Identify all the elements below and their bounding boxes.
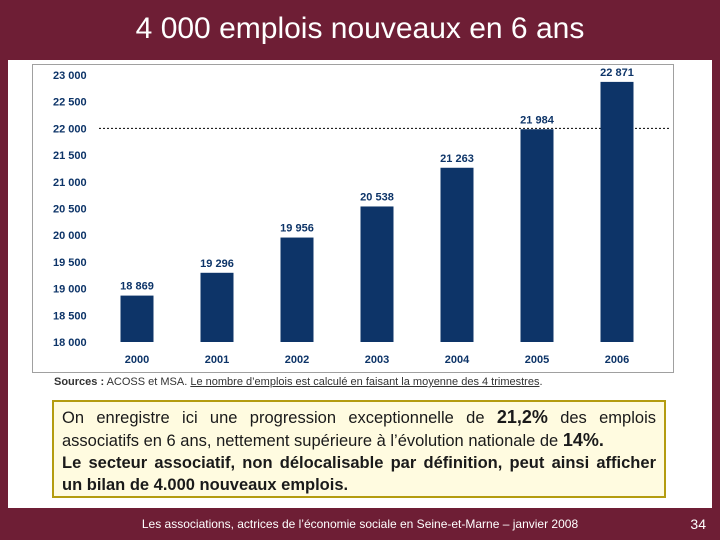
data-label: 19 296 [200, 258, 234, 270]
x-tick-label: 2002 [285, 354, 309, 366]
sources-line: Sources : ACOSS et MSA. Le nombre d’empl… [54, 376, 543, 388]
note-text-a: On enregistre ici une progression except… [62, 409, 497, 427]
note-national: 14%. [562, 430, 604, 450]
note-paragraph-1: On enregistre ici une progression except… [62, 406, 656, 452]
y-tick-label: 19 000 [53, 284, 87, 296]
footer-text: Les associations, actrices de l’économie… [141, 517, 579, 531]
sources-text: ACOSS et MSA. [104, 376, 191, 388]
bar [280, 237, 314, 342]
title-bar: 4 000 emplois nouveaux en 6 ans [0, 0, 720, 60]
y-tick-label: 20 500 [53, 204, 87, 216]
x-tick-label: 2005 [525, 354, 549, 366]
bar [120, 295, 154, 342]
page-number: 34 [690, 516, 706, 532]
bar-chart: 18 000 18 500 19 000 19 500 20 000 20 500 21 0… [53, 67, 669, 366]
x-tick-label: 2003 [365, 354, 389, 366]
bar [360, 206, 394, 342]
slide-title: 4 000 emplois nouveaux en 6 ans [135, 12, 585, 45]
x-tick-label: 2006 [605, 354, 629, 366]
chart-frame: 18 000 18 500 19 000 19 500 20 000 20 500 21 0… [32, 64, 674, 373]
data-label: 18 869 [120, 281, 154, 293]
y-tick-label: 20 000 [53, 230, 87, 242]
y-tick-label: 22 000 [53, 123, 87, 135]
bar [200, 272, 234, 342]
note-paragraph-2: Le secteur associatif, non délocalisable… [62, 454, 656, 494]
note-pct: 21,2% [496, 407, 548, 427]
sources-label: Sources : [54, 376, 105, 388]
footer-bar: Les associations, actrices de l’économie… [0, 508, 720, 540]
y-tick-label: 23 000 [53, 70, 87, 82]
x-tick-label: 2000 [125, 354, 149, 366]
y-tick-label: 21 500 [53, 150, 87, 162]
x-tick-label: 2001 [205, 354, 229, 366]
sources-note: Le nombre d’emplois est calculé en faisa… [190, 376, 540, 388]
note-box: On enregistre ici une progression except… [52, 400, 666, 498]
data-label: 19 956 [280, 223, 314, 235]
y-tick-label: 18 500 [53, 310, 87, 322]
data-label: 20 538 [360, 191, 394, 203]
y-tick-label: 21 000 [53, 177, 87, 189]
note-text-b: des emplois associatifs en 6 ans, nettem… [62, 409, 656, 450]
data-label: 21 263 [440, 153, 474, 165]
sources-period: . [539, 376, 543, 388]
x-tick-label: 2004 [445, 354, 470, 366]
y-tick-label: 18 000 [53, 337, 87, 349]
bar [520, 129, 554, 342]
bar [440, 167, 474, 342]
bar [600, 81, 634, 342]
y-tick-label: 22 500 [53, 97, 87, 109]
y-tick-label: 19 500 [53, 257, 87, 269]
data-label: 21 984 [520, 114, 555, 126]
data-label: 22 871 [600, 67, 634, 79]
